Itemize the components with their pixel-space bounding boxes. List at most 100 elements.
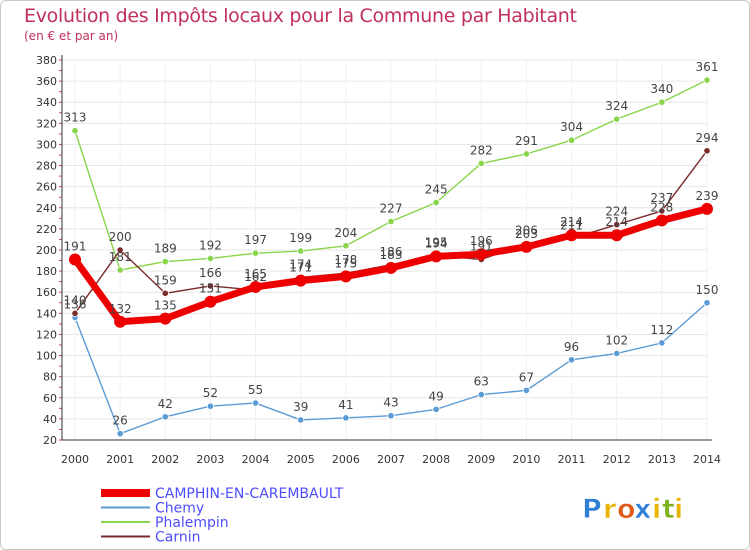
data-label: 203 [515, 227, 538, 241]
data-point [387, 217, 395, 226]
legend-label: CAMPHIN-EN-CAREMBAULT [155, 486, 344, 502]
data-point [520, 240, 533, 253]
y-tick-label: 340 [36, 96, 57, 109]
x-tick-label: 2009 [467, 453, 495, 466]
data-label: 239 [696, 189, 719, 203]
data-point [703, 299, 711, 307]
logo-letter: i [652, 494, 661, 525]
data-label: 200 [109, 230, 132, 244]
data-label: 227 [380, 202, 403, 216]
x-tick-label: 2010 [512, 453, 540, 466]
x-tick-label: 2007 [377, 453, 405, 466]
data-point [204, 295, 217, 308]
data-label: 140 [64, 293, 87, 307]
data-label: 178 [334, 253, 357, 267]
data-point [703, 76, 711, 84]
data-label: 197 [244, 233, 267, 247]
y-tick-label: 300 [36, 138, 57, 151]
data-point [161, 258, 169, 266]
data-label: 304 [560, 120, 583, 134]
data-label: 191 [64, 240, 87, 254]
data-point [613, 349, 621, 358]
data-label: 52 [203, 386, 218, 400]
y-tick-label: 60 [43, 392, 57, 405]
series-layer [69, 76, 713, 438]
data-point [387, 412, 395, 420]
y-tick-label: 220 [36, 223, 57, 236]
x-tick-label: 2006 [332, 453, 360, 466]
data-label: 199 [289, 231, 312, 245]
logo-letter: t [662, 494, 675, 525]
data-point [161, 413, 169, 421]
data-label: 166 [199, 266, 222, 280]
data-point [159, 312, 172, 325]
data-labels-layer: 313 181 189 192 197 199 204 227 245 282 291 304 324 3… [64, 60, 719, 428]
data-label: 191 [470, 240, 493, 254]
x-tick-label: 2012 [603, 453, 631, 466]
data-point [701, 202, 713, 215]
data-label: 135 [154, 299, 177, 313]
data-point [565, 229, 578, 242]
data-point [116, 430, 124, 438]
y-tick-label: 180 [36, 265, 57, 278]
legend-label: Chemy [155, 501, 204, 517]
data-label: 204 [334, 226, 357, 240]
data-point [613, 115, 621, 123]
y-tick-label: 200 [36, 244, 57, 257]
data-point [385, 261, 397, 274]
data-label: 174 [289, 257, 312, 271]
y-tick-label: 20 [43, 434, 57, 447]
x-tick-label: 2005 [287, 453, 315, 466]
data-point [658, 207, 666, 215]
data-label: 181 [109, 250, 132, 264]
x-tick-label: 2003 [196, 453, 224, 466]
data-label: 196 [470, 234, 493, 248]
data-point [342, 242, 350, 250]
data-point [71, 309, 79, 317]
data-point [432, 405, 440, 413]
chart-subtitle: (en € et par an) [24, 29, 119, 43]
data-point [655, 214, 668, 227]
data-point [251, 399, 260, 407]
data-label: 194 [425, 236, 448, 250]
data-label: 26 [113, 414, 128, 428]
data-label: 49 [429, 389, 444, 403]
data-label: 228 [650, 200, 673, 214]
data-label: 41 [338, 398, 353, 412]
data-label: 67 [519, 370, 534, 384]
data-point [297, 247, 305, 255]
data-point [114, 315, 127, 328]
data-point [522, 150, 531, 158]
data-label: 282 [470, 143, 493, 157]
data-point [430, 250, 443, 263]
data-point [339, 270, 352, 283]
y-tick-label: 160 [36, 286, 57, 299]
data-point [610, 229, 623, 242]
data-label: 189 [154, 242, 177, 256]
data-label: 192 [199, 238, 222, 252]
data-label: 175 [334, 256, 357, 270]
y-tick-label: 100 [36, 350, 57, 363]
data-label: 183 [380, 248, 403, 262]
y-tick-label: 40 [43, 413, 57, 426]
data-point [116, 246, 124, 254]
data-point [567, 136, 576, 144]
data-label: 165 [244, 267, 267, 281]
legend-label: Phalempin [155, 515, 229, 531]
data-point [71, 127, 79, 135]
x-tick-label: 2011 [558, 453, 586, 466]
data-point [251, 249, 260, 257]
data-point [161, 289, 169, 297]
data-point [297, 416, 305, 424]
logo-letter: i [674, 494, 683, 525]
data-label: 112 [650, 323, 673, 337]
data-label: 151 [199, 282, 222, 296]
logo-letter: x [634, 494, 651, 525]
data-point [703, 147, 711, 155]
legend: CAMPHIN-EN-CAREMBAULTChemyPhalempinCarni… [101, 486, 344, 546]
logo-letter: r [603, 494, 617, 525]
data-label: 313 [64, 111, 87, 125]
